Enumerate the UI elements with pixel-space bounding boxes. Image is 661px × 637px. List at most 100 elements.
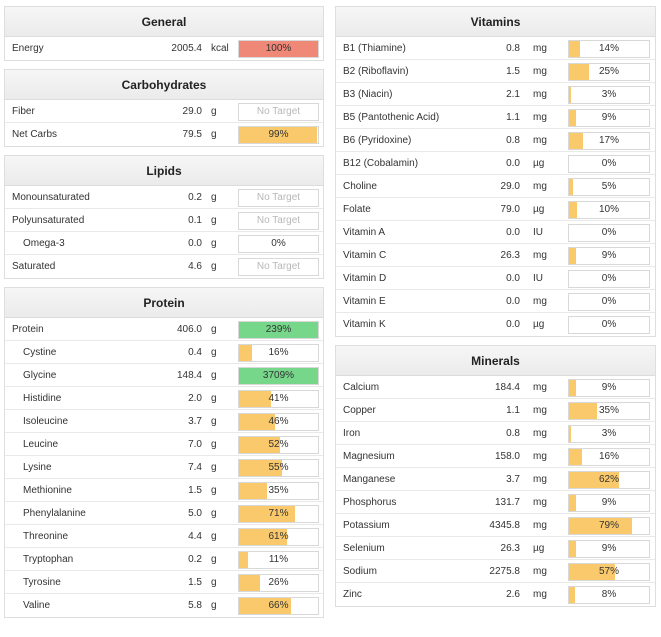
nutrient-unit: g bbox=[211, 508, 217, 519]
nutrient-row-phenylalanine[interactable]: Phenylalanine 5.0 g 71% bbox=[5, 502, 323, 525]
target-progress-bar: No Target bbox=[238, 258, 319, 276]
target-progress-bar: 14% bbox=[568, 40, 650, 58]
nutrient-row-monounsaturated[interactable]: Monounsaturated 0.2 g No Target bbox=[5, 186, 323, 209]
target-progress-label: 0% bbox=[601, 296, 617, 307]
target-progress-bar: 16% bbox=[568, 448, 650, 466]
nutrient-name: Tryptophan bbox=[23, 554, 74, 565]
nutrient-row-saturated[interactable]: Saturated 4.6 g No Target bbox=[5, 255, 323, 278]
nutrient-amount: 0.0 bbox=[506, 227, 520, 238]
target-progress-bar: No Target bbox=[238, 103, 319, 121]
nutrient-unit: g bbox=[211, 215, 217, 226]
nutrient-row-glycine[interactable]: Glycine 148.4 g 3709% bbox=[5, 364, 323, 387]
target-progress-label: 5% bbox=[601, 181, 617, 192]
nutrient-row-b12-cobalamin[interactable]: B12 (Cobalamin) 0.0 µg 0% bbox=[336, 152, 655, 175]
nutrient-row-folate[interactable]: Folate 79.0 µg 10% bbox=[336, 198, 655, 221]
target-progress-bar: 55% bbox=[238, 459, 319, 477]
nutrient-row-protein[interactable]: Protein 406.0 g 239% bbox=[5, 318, 323, 341]
nutrient-unit: g bbox=[211, 324, 217, 335]
target-progress-label: 3% bbox=[601, 89, 617, 100]
target-progress-fill bbox=[239, 483, 267, 499]
nutrient-row-methionine[interactable]: Methionine 1.5 g 35% bbox=[5, 479, 323, 502]
target-progress-label: 52% bbox=[268, 439, 289, 450]
nutrient-row-net-carbs[interactable]: Net Carbs 79.5 g 99% bbox=[5, 123, 323, 146]
nutrient-row-selenium[interactable]: Selenium 26.3 µg 9% bbox=[336, 537, 655, 560]
nutrient-row-vitamin-d[interactable]: Vitamin D 0.0 IU 0% bbox=[336, 267, 655, 290]
nutrient-amount: 4.4 bbox=[188, 531, 202, 542]
nutrient-name: Phosphorus bbox=[343, 497, 397, 508]
nutrient-row-isoleucine[interactable]: Isoleucine 3.7 g 46% bbox=[5, 410, 323, 433]
target-progress-bar: No Target bbox=[238, 189, 319, 207]
nutrient-row-tyrosine[interactable]: Tyrosine 1.5 g 26% bbox=[5, 571, 323, 594]
target-progress-bar: 61% bbox=[238, 528, 319, 546]
nutrient-unit: µg bbox=[533, 158, 545, 169]
nutrient-row-polyunsaturated[interactable]: Polyunsaturated 0.1 g No Target bbox=[5, 209, 323, 232]
nutrient-name: B3 (Niacin) bbox=[343, 89, 393, 100]
nutrient-row-b5-pantothenic-acid[interactable]: B5 (Pantothenic Acid) 1.1 mg 9% bbox=[336, 106, 655, 129]
target-progress-bar: 17% bbox=[568, 132, 650, 150]
nutrient-unit: µg bbox=[533, 319, 545, 330]
nutrient-amount: 1.1 bbox=[506, 405, 520, 416]
nutrient-row-copper[interactable]: Copper 1.1 mg 35% bbox=[336, 399, 655, 422]
nutrient-row-vitamin-k[interactable]: Vitamin K 0.0 µg 0% bbox=[336, 313, 655, 336]
target-progress-bar: 79% bbox=[568, 517, 650, 535]
target-progress-label: 55% bbox=[268, 462, 289, 473]
nutrient-row-b6-pyridoxine[interactable]: B6 (Pyridoxine) 0.8 mg 17% bbox=[336, 129, 655, 152]
target-progress-label: 57% bbox=[598, 566, 619, 577]
target-progress-fill bbox=[569, 587, 576, 603]
nutrient-name: Iron bbox=[343, 428, 361, 439]
nutrient-row-leucine[interactable]: Leucine 7.0 g 52% bbox=[5, 433, 323, 456]
nutrient-row-potassium[interactable]: Potassium 4345.8 mg 79% bbox=[336, 514, 655, 537]
nutrient-row-histidine[interactable]: Histidine 2.0 g 41% bbox=[5, 387, 323, 410]
nutrient-amount: 0.8 bbox=[506, 43, 520, 54]
target-progress-fill bbox=[239, 529, 288, 545]
nutrient-row-lysine[interactable]: Lysine 7.4 g 55% bbox=[5, 456, 323, 479]
nutrient-row-calcium[interactable]: Calcium 184.4 mg 9% bbox=[336, 376, 655, 399]
nutrient-row-phosphorus[interactable]: Phosphorus 131.7 mg 9% bbox=[336, 491, 655, 514]
target-progress-label: No Target bbox=[256, 261, 301, 272]
target-progress-bar: 66% bbox=[238, 597, 319, 615]
nutrient-row-threonine[interactable]: Threonine 4.4 g 61% bbox=[5, 525, 323, 548]
target-progress-fill bbox=[569, 110, 577, 126]
minerals-panel: Minerals Calcium 184.4 mg 9% Copper 1.1 mg 35% Ir… bbox=[335, 345, 656, 607]
nutrient-row-vitamin-a[interactable]: Vitamin A 0.0 IU 0% bbox=[336, 221, 655, 244]
target-progress-label: 0% bbox=[601, 273, 617, 284]
lipids-panel-title: Lipids bbox=[5, 156, 323, 186]
target-progress-bar: 239% bbox=[238, 321, 319, 339]
nutrient-row-b3-niacin[interactable]: B3 (Niacin) 2.1 mg 3% bbox=[336, 83, 655, 106]
protein-panel: Protein Protein 406.0 g 239% Cystine 0.4 g 16% Gl… bbox=[4, 287, 324, 618]
nutrient-name: Phenylalanine bbox=[23, 508, 86, 519]
target-progress-label: 239% bbox=[265, 324, 292, 335]
nutrient-row-fiber[interactable]: Fiber 29.0 g No Target bbox=[5, 100, 323, 123]
nutrient-amount: 0.0 bbox=[506, 273, 520, 284]
nutrient-row-iron[interactable]: Iron 0.8 mg 3% bbox=[336, 422, 655, 445]
target-progress-label: 10% bbox=[598, 204, 619, 215]
target-progress-label: 99% bbox=[268, 129, 289, 140]
nutrient-row-valine[interactable]: Valine 5.8 g 66% bbox=[5, 594, 323, 617]
nutrient-row-energy[interactable]: Energy 2005.4 kcal 100% bbox=[5, 37, 323, 60]
nutrient-unit: IU bbox=[533, 273, 543, 284]
nutrient-row-b2-riboflavin[interactable]: B2 (Riboflavin) 1.5 mg 25% bbox=[336, 60, 655, 83]
nutrient-name: Isoleucine bbox=[23, 416, 69, 427]
nutrient-name: Vitamin K bbox=[343, 319, 386, 330]
nutrient-row-b1-thiamine[interactable]: B1 (Thiamine) 0.8 mg 14% bbox=[336, 37, 655, 60]
target-progress-bar: 0% bbox=[568, 270, 650, 288]
target-progress-bar: 10% bbox=[568, 201, 650, 219]
nutrient-row-vitamin-c[interactable]: Vitamin C 26.3 mg 9% bbox=[336, 244, 655, 267]
nutrient-amount: 0.0 bbox=[506, 158, 520, 169]
target-progress-bar: 9% bbox=[568, 247, 650, 265]
nutrient-row-choline[interactable]: Choline 29.0 mg 5% bbox=[336, 175, 655, 198]
nutrient-row-cystine[interactable]: Cystine 0.4 g 16% bbox=[5, 341, 323, 364]
target-progress-fill bbox=[569, 202, 577, 218]
nutrient-row-omega-3[interactable]: Omega-3 0.0 g 0% bbox=[5, 232, 323, 255]
vitamins-panel-title: Vitamins bbox=[336, 7, 655, 37]
nutrient-row-zinc[interactable]: Zinc 2.6 mg 8% bbox=[336, 583, 655, 606]
nutrient-name: Energy bbox=[12, 43, 44, 54]
nutrient-row-vitamin-e[interactable]: Vitamin E 0.0 mg 0% bbox=[336, 290, 655, 313]
target-progress-fill bbox=[569, 541, 577, 557]
nutrient-name: Glycine bbox=[23, 370, 57, 381]
nutrient-row-magnesium[interactable]: Magnesium 158.0 mg 16% bbox=[336, 445, 655, 468]
nutrient-row-tryptophan[interactable]: Tryptophan 0.2 g 11% bbox=[5, 548, 323, 571]
nutrient-row-manganese[interactable]: Manganese 3.7 mg 62% bbox=[336, 468, 655, 491]
nutrient-amount: 0.0 bbox=[188, 238, 202, 249]
nutrient-row-sodium[interactable]: Sodium 2275.8 mg 57% bbox=[336, 560, 655, 583]
